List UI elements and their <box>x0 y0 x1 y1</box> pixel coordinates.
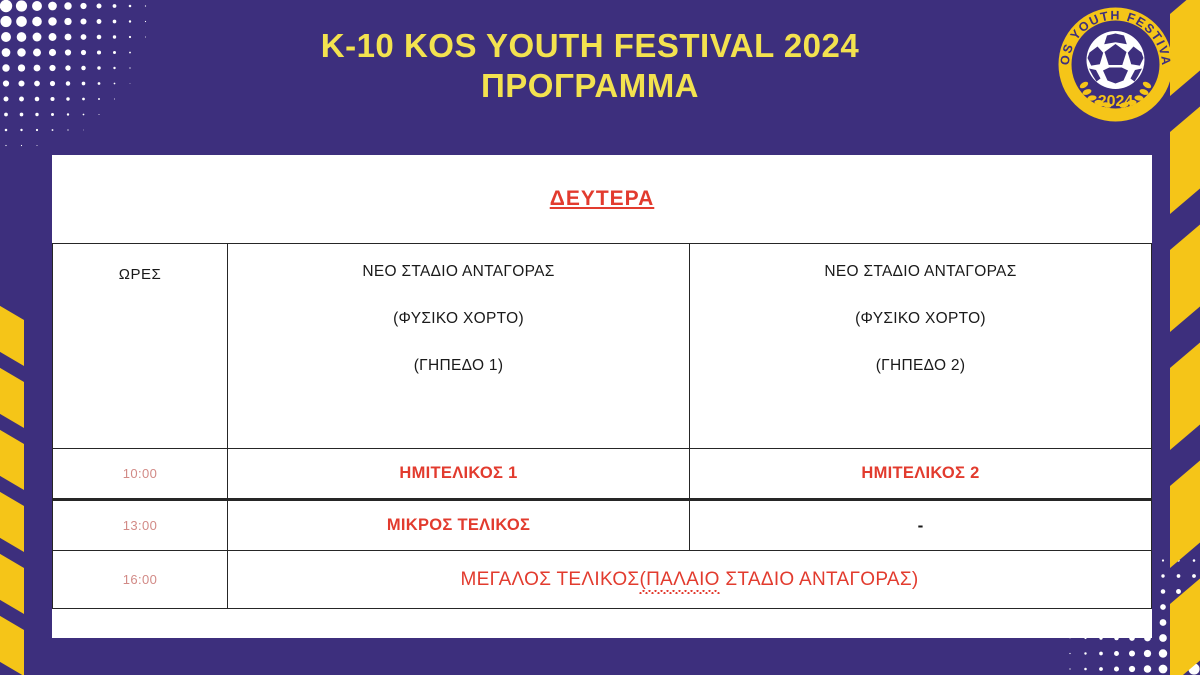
header-cell-hours: ΩΡΕΣ <box>51 243 229 449</box>
pitch2-venue: ΝΕΟ ΣΤΑΔΙΟ ΑΝΤΑΓΟΡΑΣ <box>824 262 1017 280</box>
pitch2-number: (ΓΗΠΕΔΟ 2) <box>875 356 966 374</box>
slide-header: K-10 KOS YOUTH FESTIVAL 2024 ΠΡΟΓΡΑΜΜΑ K… <box>0 0 1200 150</box>
final-venue-rest: ΣΤΑΔΙΟ ΑΝΤΑΓΟΡΑΣ) <box>719 568 919 590</box>
table-row: 16:00 ΜΕΓΑΛΟΣ ΤΕΛΙΚΟΣ(ΠΑΛΑΙΟ ΣΤΑΔΙΟ ΑΝΤΑ… <box>51 550 1152 609</box>
festival-logo-badge: KOS YOUTH FESTIVAL <box>1053 2 1178 127</box>
row-time: 13:00 <box>51 498 229 551</box>
table-header-row: ΩΡΕΣ ΝΕΟ ΣΤΑΔΙΟ ΑΝΤΑΓΟΡΑΣ (ΦΥΣΙΚΟ ΧΟΡΤΟ)… <box>51 243 1152 449</box>
header-cell-pitch2: ΝΕΟ ΣΤΑΔΙΟ ΑΝΤΑΓΟΡΑΣ (ΦΥΣΙΚΟ ΧΟΡΤΟ) (ΓΗΠ… <box>689 243 1152 449</box>
day-title: ΔΕΥΤΕΡΑ <box>549 187 655 210</box>
row-time: 16:00 <box>51 550 229 609</box>
final-label: ΜΕΓΑΛΟΣ ΤΕΛΙΚΟΣ <box>460 568 640 590</box>
header-cell-pitch1: ΝΕΟ ΣΤΑΔΙΟ ΑΝΤΑΓΟΡΑΣ (ΦΥΣΙΚΟ ΧΟΡΤΟ) (ΓΗΠ… <box>227 243 690 449</box>
day-title-row: ΔΕΥΤΕΡΑ <box>52 155 1152 243</box>
final-venue-misspelled: (ΠΑΛΑΙΟ <box>639 568 720 594</box>
table-row: 13:00 ΜΙΚΡΟΣ ΤΕΛΙΚΟΣ - <box>51 498 1152 551</box>
title-line-sub: ΠΡΟΓΡΑΜΜΑ <box>480 67 700 104</box>
chevron-stripes-left-icon <box>0 300 60 675</box>
row-match-pitch1: ΜΙΚΡΟΣ ΤΕΛΙΚΟΣ <box>227 498 690 551</box>
soccer-ball-icon <box>1086 31 1145 89</box>
title-line-main: K-10 KOS YOUTH FESTIVAL 2024 <box>320 27 860 64</box>
row-time: 10:00 <box>51 448 229 500</box>
pitch2-surface: (ΦΥΣΙΚΟ ΧΟΡΤΟ) <box>855 309 986 327</box>
page-title: K-10 KOS YOUTH FESTIVAL 2024 ΠΡΟΓΡΑΜΜΑ <box>180 26 1000 106</box>
row-match-pitch2: - <box>689 498 1152 551</box>
row-match-pitch2: ΗΜΙΤΕΛΙΚΟΣ 2 <box>689 448 1152 500</box>
pitch1-number: (ΓΗΠΕΔΟ 1) <box>413 356 504 374</box>
table-row: 10:00 ΗΜΙΤΕΛΙΚΟΣ 1 ΗΜΙΤΕΛΙΚΟΣ 2 <box>51 448 1152 500</box>
pitch1-surface: (ΦΥΣΙΚΟ ΧΟΡΤΟ) <box>393 309 524 327</box>
header-label-hours: ΩΡΕΣ <box>118 265 162 283</box>
row-match-grand-final: ΜΕΓΑΛΟΣ ΤΕΛΙΚΟΣ(ΠΑΛΑΙΟ ΣΤΑΔΙΟ ΑΝΤΑΓΟΡΑΣ) <box>227 550 1152 609</box>
pitch1-venue: ΝΕΟ ΣΤΑΔΙΟ ΑΝΤΑΓΟΡΑΣ <box>362 262 555 280</box>
badge-year: 2024 <box>1098 93 1134 110</box>
schedule-panel: ΔΕΥΤΕΡΑ ΩΡΕΣ ΝΕΟ ΣΤΑΔΙΟ ΑΝΤΑΓΟΡΑΣ (Φ <box>51 155 1152 638</box>
row-match-pitch1: ΗΜΙΤΕΛΙΚΟΣ 1 <box>227 448 690 500</box>
schedule-table: ΩΡΕΣ ΝΕΟ ΣΤΑΔΙΟ ΑΝΤΑΓΟΡΑΣ (ΦΥΣΙΚΟ ΧΟΡΤΟ)… <box>51 243 1152 609</box>
